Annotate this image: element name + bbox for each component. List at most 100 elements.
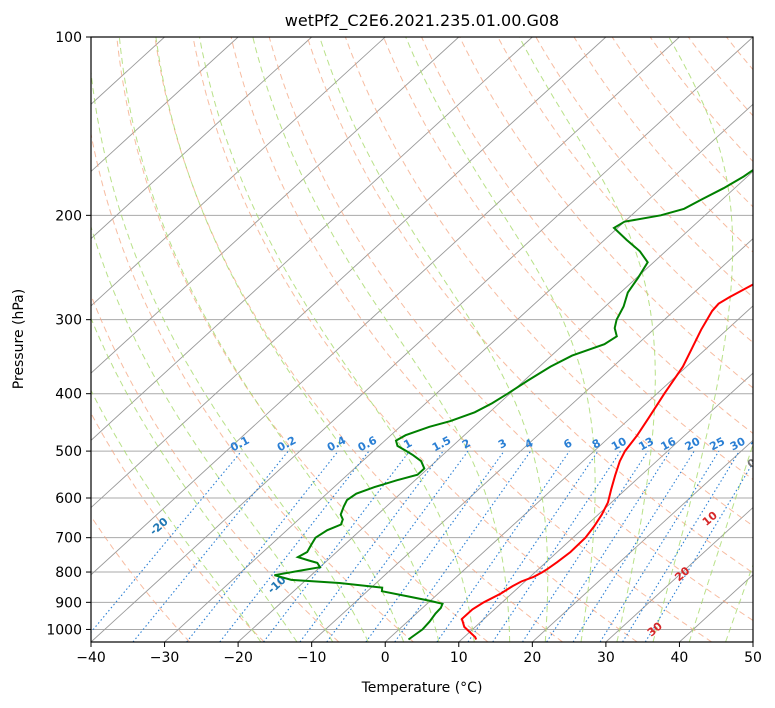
dry-adiabat-line [268,37,753,622]
x-tick-label: −40 [76,650,106,666]
isotherm-line [458,372,753,642]
dry-adiabat-line [91,412,265,642]
y-axis-label: Pressure (hPa) [11,289,27,389]
dewpoint-profile [274,168,753,641]
isotherm-line [91,37,680,576]
mixing-ratio-label: 6 [561,436,574,451]
moist-adiabat-line [319,37,549,642]
moist-adiabat-line [652,37,734,642]
mixing-ratio-label: 36 [749,435,769,454]
isotherm-line [532,439,753,642]
dry-adiabat-line [421,37,753,435]
dry-adiabat-line [497,37,753,344]
isotherm-line [91,37,312,240]
mixing-ratio-line [263,450,410,642]
isotherm-line [311,238,753,642]
mixing-ratio-label: 10 [609,435,629,454]
mixing-ratio-label: 16 [659,435,679,454]
plot-frame [90,36,754,643]
dry-adiabat-line [230,37,713,642]
mixing-ratio-line [394,450,532,642]
x-tick-label: 40 [671,650,689,666]
mixing-ratio-label: 30 [728,435,748,454]
moist-adiabat-label: 0 [745,456,759,471]
background-lines [91,37,775,642]
x-tick-label: −30 [150,650,180,666]
moist-adiabat-line [725,563,753,642]
x-tick-label: −20 [223,650,253,666]
y-tick-label: 500 [55,444,82,460]
mixing-ratio-label: 25 [707,435,727,454]
moist-adiabat-line [252,37,511,642]
x-tick-label: 0 [381,650,390,666]
x-tick-label: 20 [523,650,541,666]
x-axis: −40 −30 −20 −10 0 10 20 30 40 50 [76,642,762,666]
mixing-ratio-line [132,450,289,642]
dry-adiabat-line [154,37,563,642]
dry-adiabat-line [91,515,191,642]
dry-adiabat-line [726,37,753,71]
isotherm-line [91,37,533,441]
x-axis-label: Temperature (°C) [361,680,483,696]
moist-adiabat-line [91,317,298,642]
isotherm-line [91,37,460,374]
isotherm-line [91,37,753,642]
mixing-ratio-line [572,450,695,642]
y-tick-label: 800 [55,565,82,581]
moist-adiabat-line [199,37,475,642]
dry-adiabat-line [765,37,775,642]
moist-adiabat-line [155,37,440,642]
moist-adiabat-line [91,225,334,642]
dry-adiabat-line [687,37,753,117]
y-tick-label: 900 [55,595,82,611]
y-tick-label: 400 [55,387,82,403]
mixing-ratio-line [644,461,753,642]
dry-adiabat-line [535,37,753,298]
mixing-ratio-label: 3 [496,436,509,451]
dry-adiabat-line [306,37,753,574]
moist-adiabat-line [118,37,405,642]
mixing-ratio-label: 20 [683,435,703,454]
y-tick-label: 100 [55,30,82,46]
isotherm-line [237,170,753,642]
isotherm-line [91,37,607,509]
mixing-ratio-line [436,450,570,642]
moist-adiabat-label: 40 [617,675,637,695]
moist-adiabat-line [688,442,753,642]
x-tick-label: 10 [450,650,468,666]
x-tick-label: 30 [597,650,615,666]
isotherm-line [91,37,386,307]
y-tick-label: 200 [55,208,82,224]
dry-adiabat-line [116,37,489,642]
mixing-ratio-label: 8 [590,436,603,451]
moist-adiabat-line [91,67,369,642]
mixing-ratio-line [546,450,671,642]
y-tick-label: 700 [55,531,82,547]
mixing-ratio-line [219,450,370,642]
line-labels: 0.10.20.40.611.52346810131620253036-100-… [147,434,769,695]
mixing-ratio-line [492,450,622,642]
mixing-ratio-label: 13 [636,435,656,454]
isotherm-line [384,305,753,642]
moist-adiabat-label: 30 [645,619,665,639]
isotherm-line [605,506,753,642]
isotherm-line [164,103,753,642]
y-tick-label: 300 [55,313,82,329]
dry-adiabat-line [344,37,753,527]
mixing-ratio-line [599,450,720,642]
profiles [274,168,753,641]
dry-adiabat-line [611,37,753,208]
dry-adiabat-line [91,131,414,642]
mixing-ratio-line [91,450,242,634]
dry-adiabat-line [649,37,753,163]
dry-adiabat-line [192,37,638,642]
mixing-ratio-line [365,450,505,642]
mixing-ratio-line [622,450,740,642]
dry-adiabat-label: -20 [147,515,171,538]
y-axis: 100 200 300 400 500 600 700 800 900 1000 [46,30,91,638]
moist-adiabat-line [762,37,775,642]
moist-adiabat-line [405,37,596,642]
moist-adiabat-line [91,389,262,642]
x-tick-label: −10 [297,650,327,666]
